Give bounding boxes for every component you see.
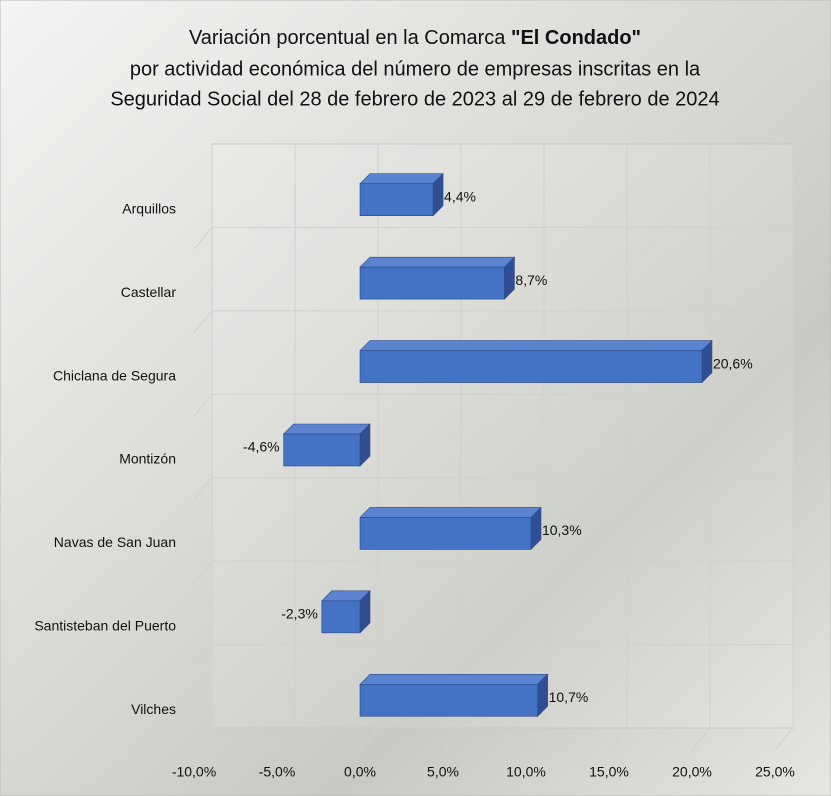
bar-top — [359, 340, 713, 351]
grid-line — [193, 477, 213, 501]
y-tick-label: Navas de San Juan — [54, 534, 176, 550]
bar-top — [359, 256, 516, 268]
bar-top — [282, 423, 371, 435]
value-label: 10,3% — [542, 522, 582, 538]
bar — [321, 600, 361, 634]
y-tick-label: Santisteban del Puerto — [34, 618, 176, 634]
chart-title: por actividad económica del número de em… — [130, 58, 701, 80]
y-tick-label: Castellar — [121, 284, 177, 300]
value-label: -4,6% — [243, 439, 280, 455]
tick-mark — [276, 727, 296, 751]
y-tick-label: Chiclana de Segura — [53, 367, 176, 383]
value-label: 4,4% — [444, 188, 476, 204]
x-tick-label: 25,0% — [755, 764, 795, 780]
value-label: -2,3% — [281, 606, 318, 622]
grid-line — [193, 310, 213, 334]
value-label: 8,7% — [515, 272, 547, 288]
bar — [359, 517, 532, 550]
x-tick-label: 5,0% — [427, 764, 459, 780]
chart-title: Seguridad Social del 28 de febrero de 20… — [110, 88, 719, 110]
tick-mark — [525, 727, 545, 751]
tick-mark — [774, 727, 794, 751]
x-tick-label: 15,0% — [589, 764, 629, 780]
bar — [359, 183, 434, 217]
tick-mark — [691, 727, 711, 751]
x-tick-label: 20,0% — [672, 764, 712, 780]
bar — [359, 350, 703, 383]
tick-mark — [193, 727, 213, 751]
value-label: 20,6% — [713, 355, 753, 371]
grid-line — [193, 644, 213, 667]
y-tick-label: Montizón — [119, 451, 176, 467]
x-tick-label: -10,0% — [172, 764, 216, 780]
bar-top — [359, 673, 549, 685]
bar — [283, 433, 361, 467]
grid-line — [193, 560, 213, 584]
bar — [359, 266, 505, 300]
tick-mark — [442, 727, 462, 751]
bar-top — [359, 507, 542, 518]
x-tick-label: 10,0% — [506, 764, 546, 780]
grid-line — [193, 227, 213, 250]
y-tick-label: Vilches — [131, 701, 176, 717]
y-tick-label: Arquillos — [122, 200, 176, 216]
chart-title: Variación porcentual en la Comarca "El C… — [189, 27, 641, 49]
tick-mark — [359, 727, 379, 751]
grid-line — [193, 393, 213, 417]
x-tick-label: 0,0% — [344, 764, 376, 780]
x-tick-label: -5,0% — [259, 764, 296, 780]
tick-mark — [608, 727, 628, 751]
value-label: 10,7% — [549, 689, 589, 705]
bar — [359, 683, 538, 717]
bar-top — [359, 173, 444, 185]
